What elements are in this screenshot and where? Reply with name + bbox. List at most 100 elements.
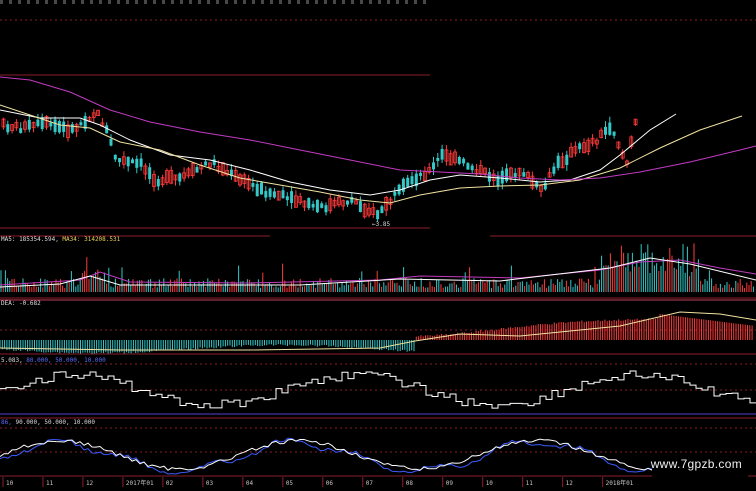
- top-info-strip: [0, 0, 430, 4]
- candle-body-up: [164, 170, 169, 183]
- candle-body-down: [324, 205, 328, 213]
- candle-body-up: [547, 172, 552, 178]
- candle-body-up: [31, 121, 36, 129]
- candle-body-up: [44, 116, 49, 128]
- candle-body-down: [358, 201, 362, 212]
- candle-body-up: [276, 190, 281, 201]
- candle-body-down: [462, 158, 466, 164]
- candle-body-down: [113, 154, 117, 160]
- candle-body-down: [543, 182, 547, 190]
- x-axis-label: 05: [286, 480, 294, 487]
- watermark: www.7gpzb.com: [650, 457, 742, 471]
- candle-body-down: [505, 168, 509, 182]
- candle-body-up: [332, 199, 337, 207]
- candle-body-down: [350, 196, 354, 203]
- candle-body-up: [96, 109, 100, 116]
- candle-body-up: [225, 170, 230, 176]
- candle-body-up: [336, 196, 341, 206]
- candle-body-down: [79, 122, 83, 126]
- candle-body-down: [410, 176, 414, 185]
- candle-body-down: [307, 198, 311, 209]
- candle-body-down: [53, 119, 57, 132]
- candle-body-down: [195, 167, 199, 173]
- candle-body-up: [539, 185, 543, 192]
- volume-ma-long: [0, 259, 756, 286]
- candle-body-down: [212, 159, 216, 166]
- candle-body-down: [380, 206, 384, 214]
- candle-body-up: [444, 149, 449, 162]
- candle-body-down: [346, 200, 349, 205]
- candle-body-up: [238, 174, 242, 186]
- candle-body-up: [388, 198, 393, 205]
- candle-body-up: [160, 177, 165, 186]
- candle-body-down: [268, 188, 272, 197]
- candle-body-down: [126, 156, 130, 167]
- ma-long-line: [0, 76, 756, 181]
- candle-body-up: [66, 124, 70, 139]
- candle-body-down: [578, 143, 582, 150]
- candle-body-up: [328, 198, 333, 212]
- candle-body-down: [406, 177, 410, 187]
- candle-body-down: [118, 158, 122, 163]
- candle-body-down: [135, 158, 139, 168]
- candle-body-down: [311, 203, 315, 208]
- candle-body-up: [384, 196, 389, 211]
- ma-short-line: [0, 109, 677, 196]
- candle-body-up: [362, 203, 367, 218]
- x-axis-label: 02: [166, 480, 174, 487]
- osc2-value: 86: [1, 419, 9, 426]
- candle-body-up: [560, 156, 565, 169]
- candle-body-down: [440, 148, 444, 160]
- candle-body-up: [190, 163, 195, 176]
- x-axis-label: 03: [206, 480, 214, 487]
- oscillator2-white-line: [0, 438, 709, 471]
- candle-body-up: [569, 146, 573, 158]
- osc1-indicator-label: 5.083, 80.000, 50.000, 10.000: [1, 357, 106, 364]
- candle-body-down: [272, 191, 276, 198]
- candle-body-down: [264, 191, 268, 198]
- candle-body-up: [582, 142, 586, 154]
- x-axis-label: 04: [246, 480, 254, 487]
- candle-body-down: [397, 184, 401, 195]
- candle-body-down: [513, 173, 517, 178]
- candle-body-up: [298, 196, 303, 204]
- price-low-label: ←3.85: [372, 221, 391, 228]
- candle-body-down: [285, 196, 289, 201]
- candle-body-up: [1, 118, 6, 128]
- candle-body-up: [91, 112, 96, 118]
- candle-body-up: [14, 122, 19, 129]
- candle-body-down: [19, 128, 23, 133]
- candle-body-up: [595, 139, 599, 145]
- candle-body-up: [10, 124, 15, 131]
- candle-body-up: [186, 168, 191, 177]
- candle-body-down: [40, 117, 44, 130]
- candle-body-up: [453, 151, 457, 164]
- x-axis-label: 09: [446, 480, 454, 487]
- candle-body-down: [290, 191, 294, 203]
- candle-body-up: [182, 172, 187, 179]
- candle-body-down: [83, 115, 87, 129]
- x-axis-label: 06: [326, 480, 334, 487]
- candle-body-down: [156, 178, 160, 187]
- candle-body-down: [419, 172, 423, 176]
- x-axis-label: 10: [486, 480, 494, 487]
- ma34-label: MA34:: [62, 236, 85, 243]
- candle-body-down: [320, 203, 324, 208]
- candle-body-up: [616, 141, 621, 149]
- candle-body-up: [517, 167, 522, 177]
- candle-body-down: [315, 199, 319, 213]
- x-axis-label: 07: [366, 480, 374, 487]
- price-low-value: 3.85: [375, 221, 391, 228]
- candle-body-down: [131, 159, 134, 164]
- ma5-label: MA5:: [1, 236, 20, 243]
- candle-body-down: [401, 178, 405, 192]
- candle-body-down: [281, 190, 285, 199]
- x-axis-label: 12: [86, 480, 94, 487]
- dea-value: -0.682: [19, 300, 41, 307]
- candle-body-up: [483, 167, 488, 174]
- candle-body-down: [556, 155, 560, 168]
- candle-body-up: [629, 136, 634, 148]
- candle-body-down: [376, 210, 380, 220]
